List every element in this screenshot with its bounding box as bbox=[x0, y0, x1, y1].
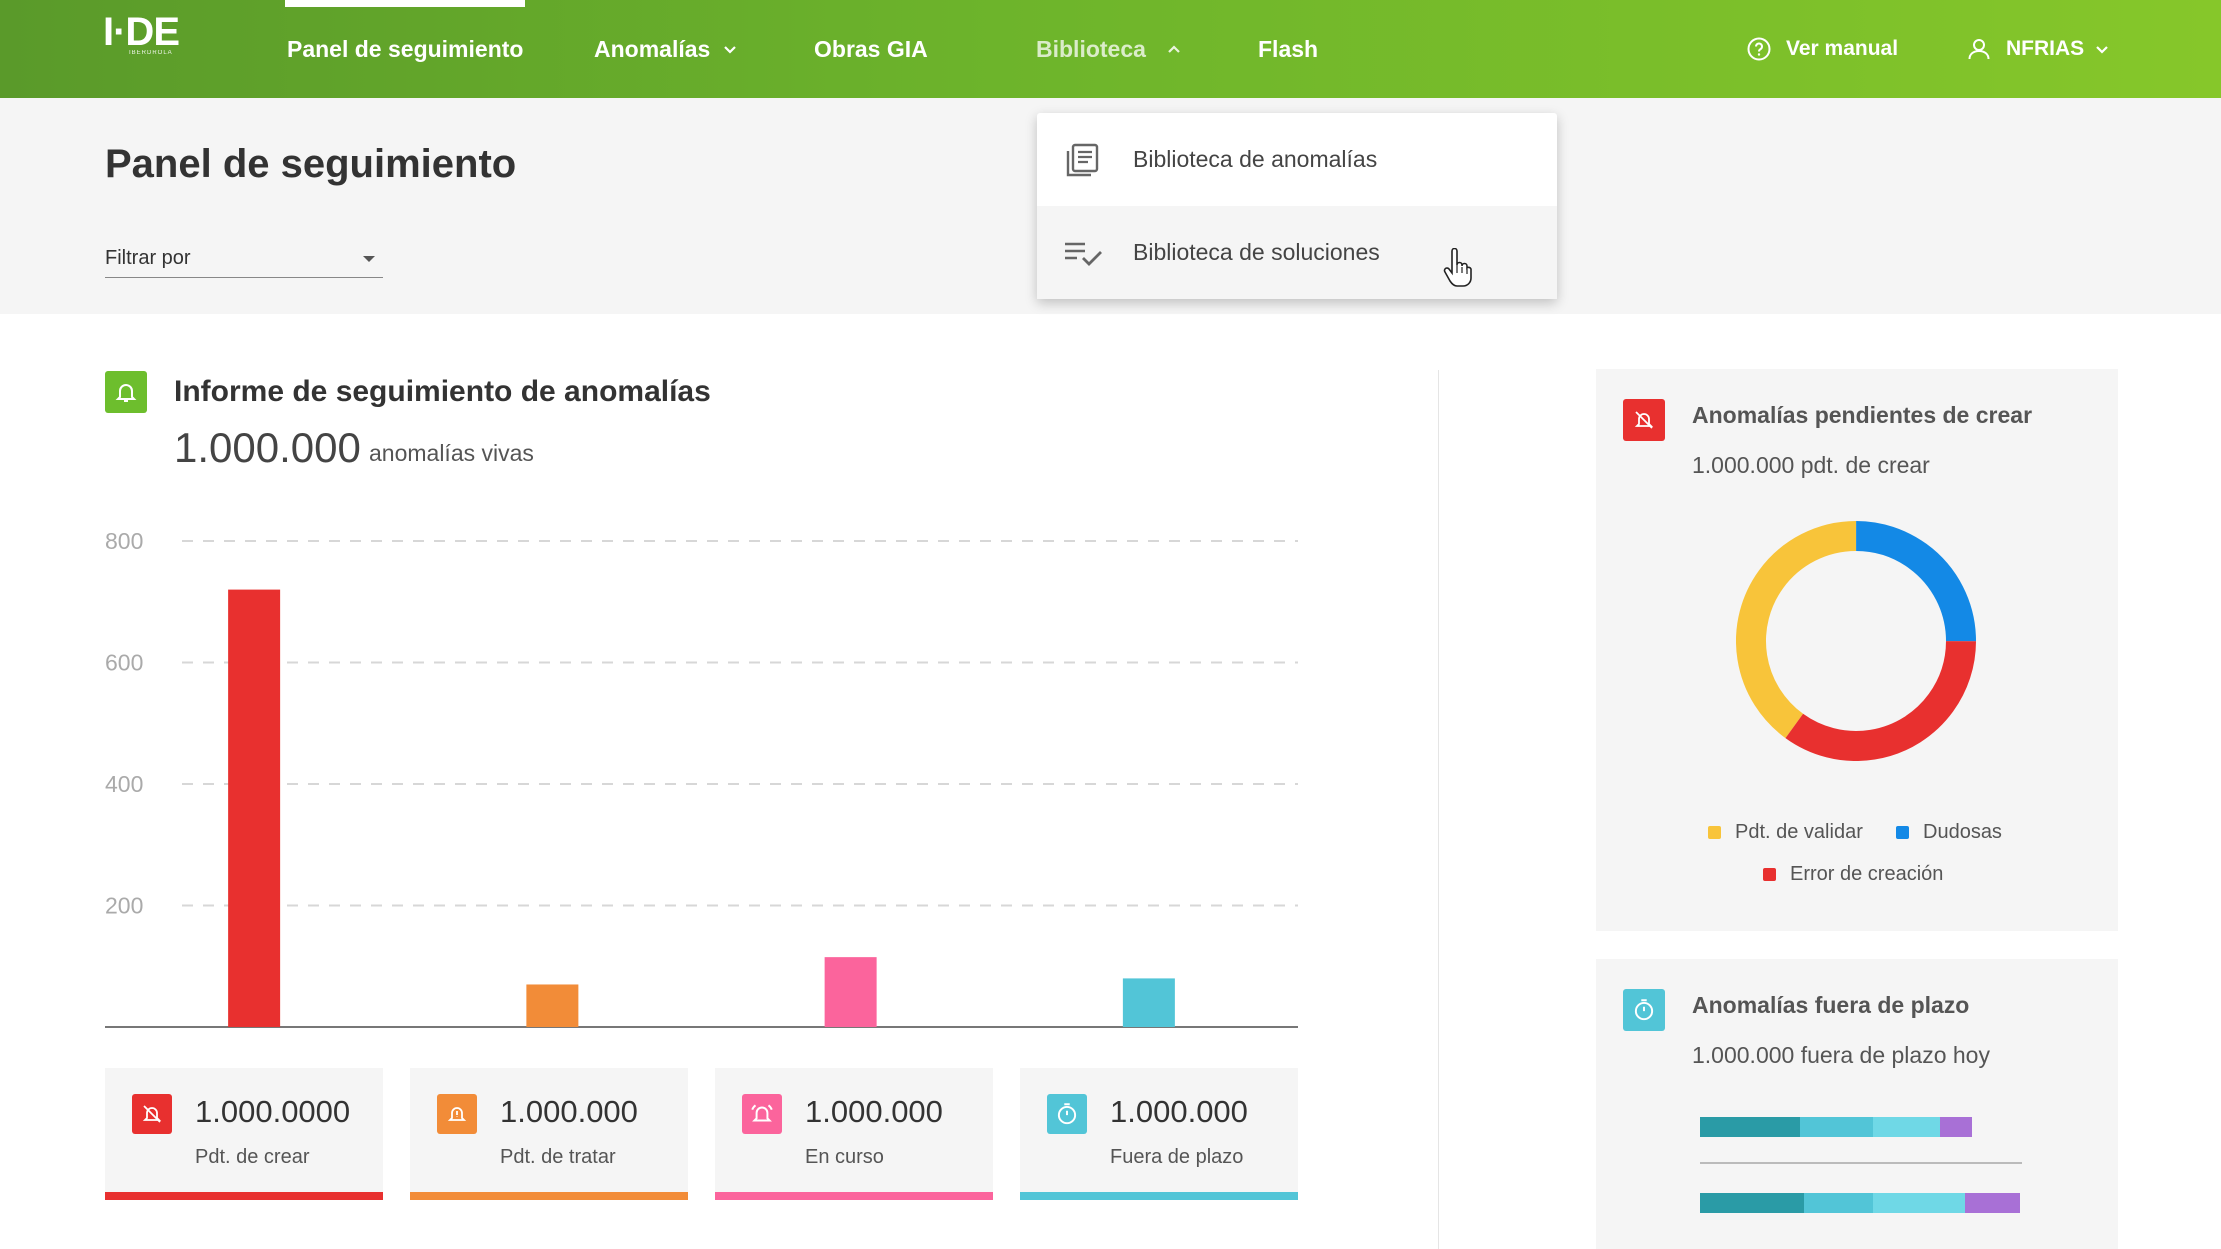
bell-alert-icon bbox=[437, 1094, 477, 1134]
donut-hole bbox=[1768, 553, 1944, 729]
nav-item-label: Flash bbox=[1258, 35, 1319, 62]
legend-swatch bbox=[1708, 826, 1721, 839]
stacked-bar-segment bbox=[1800, 1117, 1873, 1137]
chevron-down-icon bbox=[724, 46, 737, 54]
user-menu[interactable]: NFRIAS bbox=[1966, 0, 2110, 98]
menu-item-biblioteca-soluciones[interactable]: Biblioteca de soluciones bbox=[1037, 206, 1557, 299]
stat-value: 1.000.000 bbox=[1110, 1094, 1248, 1129]
alarm-icon bbox=[742, 1094, 782, 1134]
legend-item: Error de creación bbox=[1763, 863, 1943, 886]
stat-label: Pdt. de tratar bbox=[500, 1146, 616, 1168]
legend-label: Error de creación bbox=[1790, 863, 1944, 885]
caret-down-icon bbox=[363, 255, 375, 262]
nav-item-label: Panel de seguimiento bbox=[287, 35, 524, 62]
nav-item-anomalias[interactable]: Anomalías bbox=[594, 0, 738, 98]
menu-item-label: Biblioteca de anomalías bbox=[1133, 146, 1378, 172]
stat-color-bar bbox=[1020, 1192, 1298, 1200]
biblioteca-dropdown: Biblioteca de anomalías Biblioteca de so… bbox=[1037, 113, 1557, 299]
overdue-card: Anomalías fuera de plazo 1.000.000 fuera… bbox=[1596, 959, 2118, 1249]
hand-cursor-icon bbox=[1443, 248, 1472, 287]
stat-color-bar bbox=[410, 1192, 688, 1200]
vertical-divider bbox=[1438, 370, 1439, 1249]
user-icon bbox=[1968, 39, 1990, 60]
stat-card-pdt-crear[interactable]: 1.000.0000 Pdt. de crear bbox=[105, 1068, 383, 1200]
stacked-bar-segment bbox=[1873, 1117, 1940, 1137]
report-total-label: anomalías vivas bbox=[369, 440, 534, 466]
help-circle-icon bbox=[1747, 37, 1771, 61]
timer-icon bbox=[1047, 1094, 1087, 1134]
stacked-bar-segment bbox=[1940, 1117, 1972, 1137]
chart-bar bbox=[228, 589, 281, 1027]
logo-text: I·DE bbox=[103, 10, 180, 54]
stat-label: Fuera de plazo bbox=[1110, 1146, 1244, 1168]
stacked-bar-segment bbox=[1804, 1193, 1873, 1213]
stat-card-pdt-tratar[interactable]: 1.000.000 Pdt. de tratar bbox=[410, 1068, 688, 1200]
brand-logo[interactable]: I·DE IBERDROLA bbox=[103, 12, 203, 56]
legend-item: Dudosas bbox=[1896, 821, 2002, 844]
chevron-up-icon bbox=[1168, 45, 1180, 53]
menu-item-biblioteca-anomalias[interactable]: Biblioteca de anomalías bbox=[1037, 113, 1557, 206]
donut-slice bbox=[1736, 521, 1976, 761]
card-subtitle: 1.000.000 fuera de plazo hoy bbox=[1692, 1042, 1990, 1068]
nav-item-label: Anomalías bbox=[594, 35, 711, 62]
nav-item-label: Obras GIA bbox=[814, 35, 928, 62]
stacked-bar-segment bbox=[1700, 1193, 1804, 1213]
legend-item: Pdt. de validar bbox=[1708, 821, 1863, 844]
anomalies-bar-chart: 200 400 600 800 bbox=[105, 528, 1298, 1028]
card-subtitle: 1.000.000 pdt. de crear bbox=[1692, 452, 1930, 478]
y-tick-label: 600 bbox=[105, 650, 143, 676]
donut-slice bbox=[1736, 521, 1976, 761]
overdue-stacked-bars bbox=[1700, 1117, 2022, 1213]
y-tick-label: 800 bbox=[105, 528, 143, 554]
chart-bar bbox=[526, 984, 579, 1027]
timer-icon bbox=[1623, 989, 1665, 1031]
stat-value: 1.000.000 bbox=[805, 1094, 943, 1129]
nav-item-label: Biblioteca bbox=[1036, 35, 1146, 62]
filter-select[interactable]: Filtrar por bbox=[105, 240, 383, 278]
stat-value: 1.000.000 bbox=[500, 1094, 638, 1129]
chevron-down-icon bbox=[2096, 46, 2108, 54]
nav-item-flash[interactable]: Flash bbox=[1258, 0, 1318, 98]
nav-item-biblioteca[interactable]: Biblioteca bbox=[1036, 0, 1182, 98]
report-total: 1.000.000 bbox=[174, 424, 361, 471]
stat-card-en-curso[interactable]: 1.000.000 En curso bbox=[715, 1068, 993, 1200]
bell-off-icon bbox=[132, 1094, 172, 1134]
stat-label: En curso bbox=[805, 1146, 884, 1168]
user-name: NFRIAS bbox=[2006, 37, 2085, 60]
stat-color-bar bbox=[105, 1192, 383, 1200]
checklist-icon bbox=[1063, 233, 1103, 273]
stat-label: Pdt. de crear bbox=[195, 1146, 310, 1168]
stacked-bar-segment bbox=[1873, 1193, 1965, 1213]
library-icon bbox=[1063, 140, 1103, 180]
stacked-bar-segment bbox=[1700, 1117, 1800, 1137]
stat-value: 1.000.0000 bbox=[195, 1094, 351, 1129]
y-tick-label: 400 bbox=[105, 771, 143, 797]
legend-swatch bbox=[1896, 826, 1909, 839]
card-title: Anomalías fuera de plazo bbox=[1692, 992, 1970, 1018]
manual-link[interactable]: Ver manual bbox=[1746, 0, 1898, 98]
legend-swatch bbox=[1763, 868, 1776, 881]
menu-item-label: Biblioteca de soluciones bbox=[1133, 239, 1380, 265]
filter-label: Filtrar por bbox=[105, 247, 191, 269]
bell-off-icon bbox=[1623, 399, 1665, 441]
manual-label: Ver manual bbox=[1786, 37, 1899, 60]
chart-bar bbox=[824, 957, 877, 1027]
stat-color-bar bbox=[715, 1192, 993, 1200]
page-title: Panel de seguimiento bbox=[105, 142, 517, 186]
chart-bar bbox=[1122, 978, 1175, 1027]
bell-icon bbox=[105, 371, 147, 413]
stat-card-fuera-plazo[interactable]: 1.000.000 Fuera de plazo bbox=[1020, 1068, 1298, 1200]
top-navigation-bar: I·DE IBERDROLA Panel de seguimiento Anom… bbox=[0, 0, 2221, 98]
legend-label: Dudosas bbox=[1923, 821, 2002, 843]
report-title: Informe de seguimiento de anomalías bbox=[174, 375, 711, 408]
pending-create-card: Anomalías pendientes de crear 1.000.000 … bbox=[1596, 369, 2118, 931]
nav-item-panel[interactable]: Panel de seguimiento bbox=[284, 0, 526, 98]
legend-label: Pdt. de validar bbox=[1735, 821, 1863, 843]
nav-item-obras[interactable]: Obras GIA bbox=[814, 0, 928, 98]
stacked-bar-segment bbox=[1965, 1193, 2020, 1213]
card-title: Anomalías pendientes de crear bbox=[1692, 402, 2033, 428]
logo-subtext: IBERDROLA bbox=[129, 50, 173, 56]
pending-donut-chart bbox=[1736, 521, 1976, 761]
y-tick-label: 200 bbox=[105, 893, 143, 919]
